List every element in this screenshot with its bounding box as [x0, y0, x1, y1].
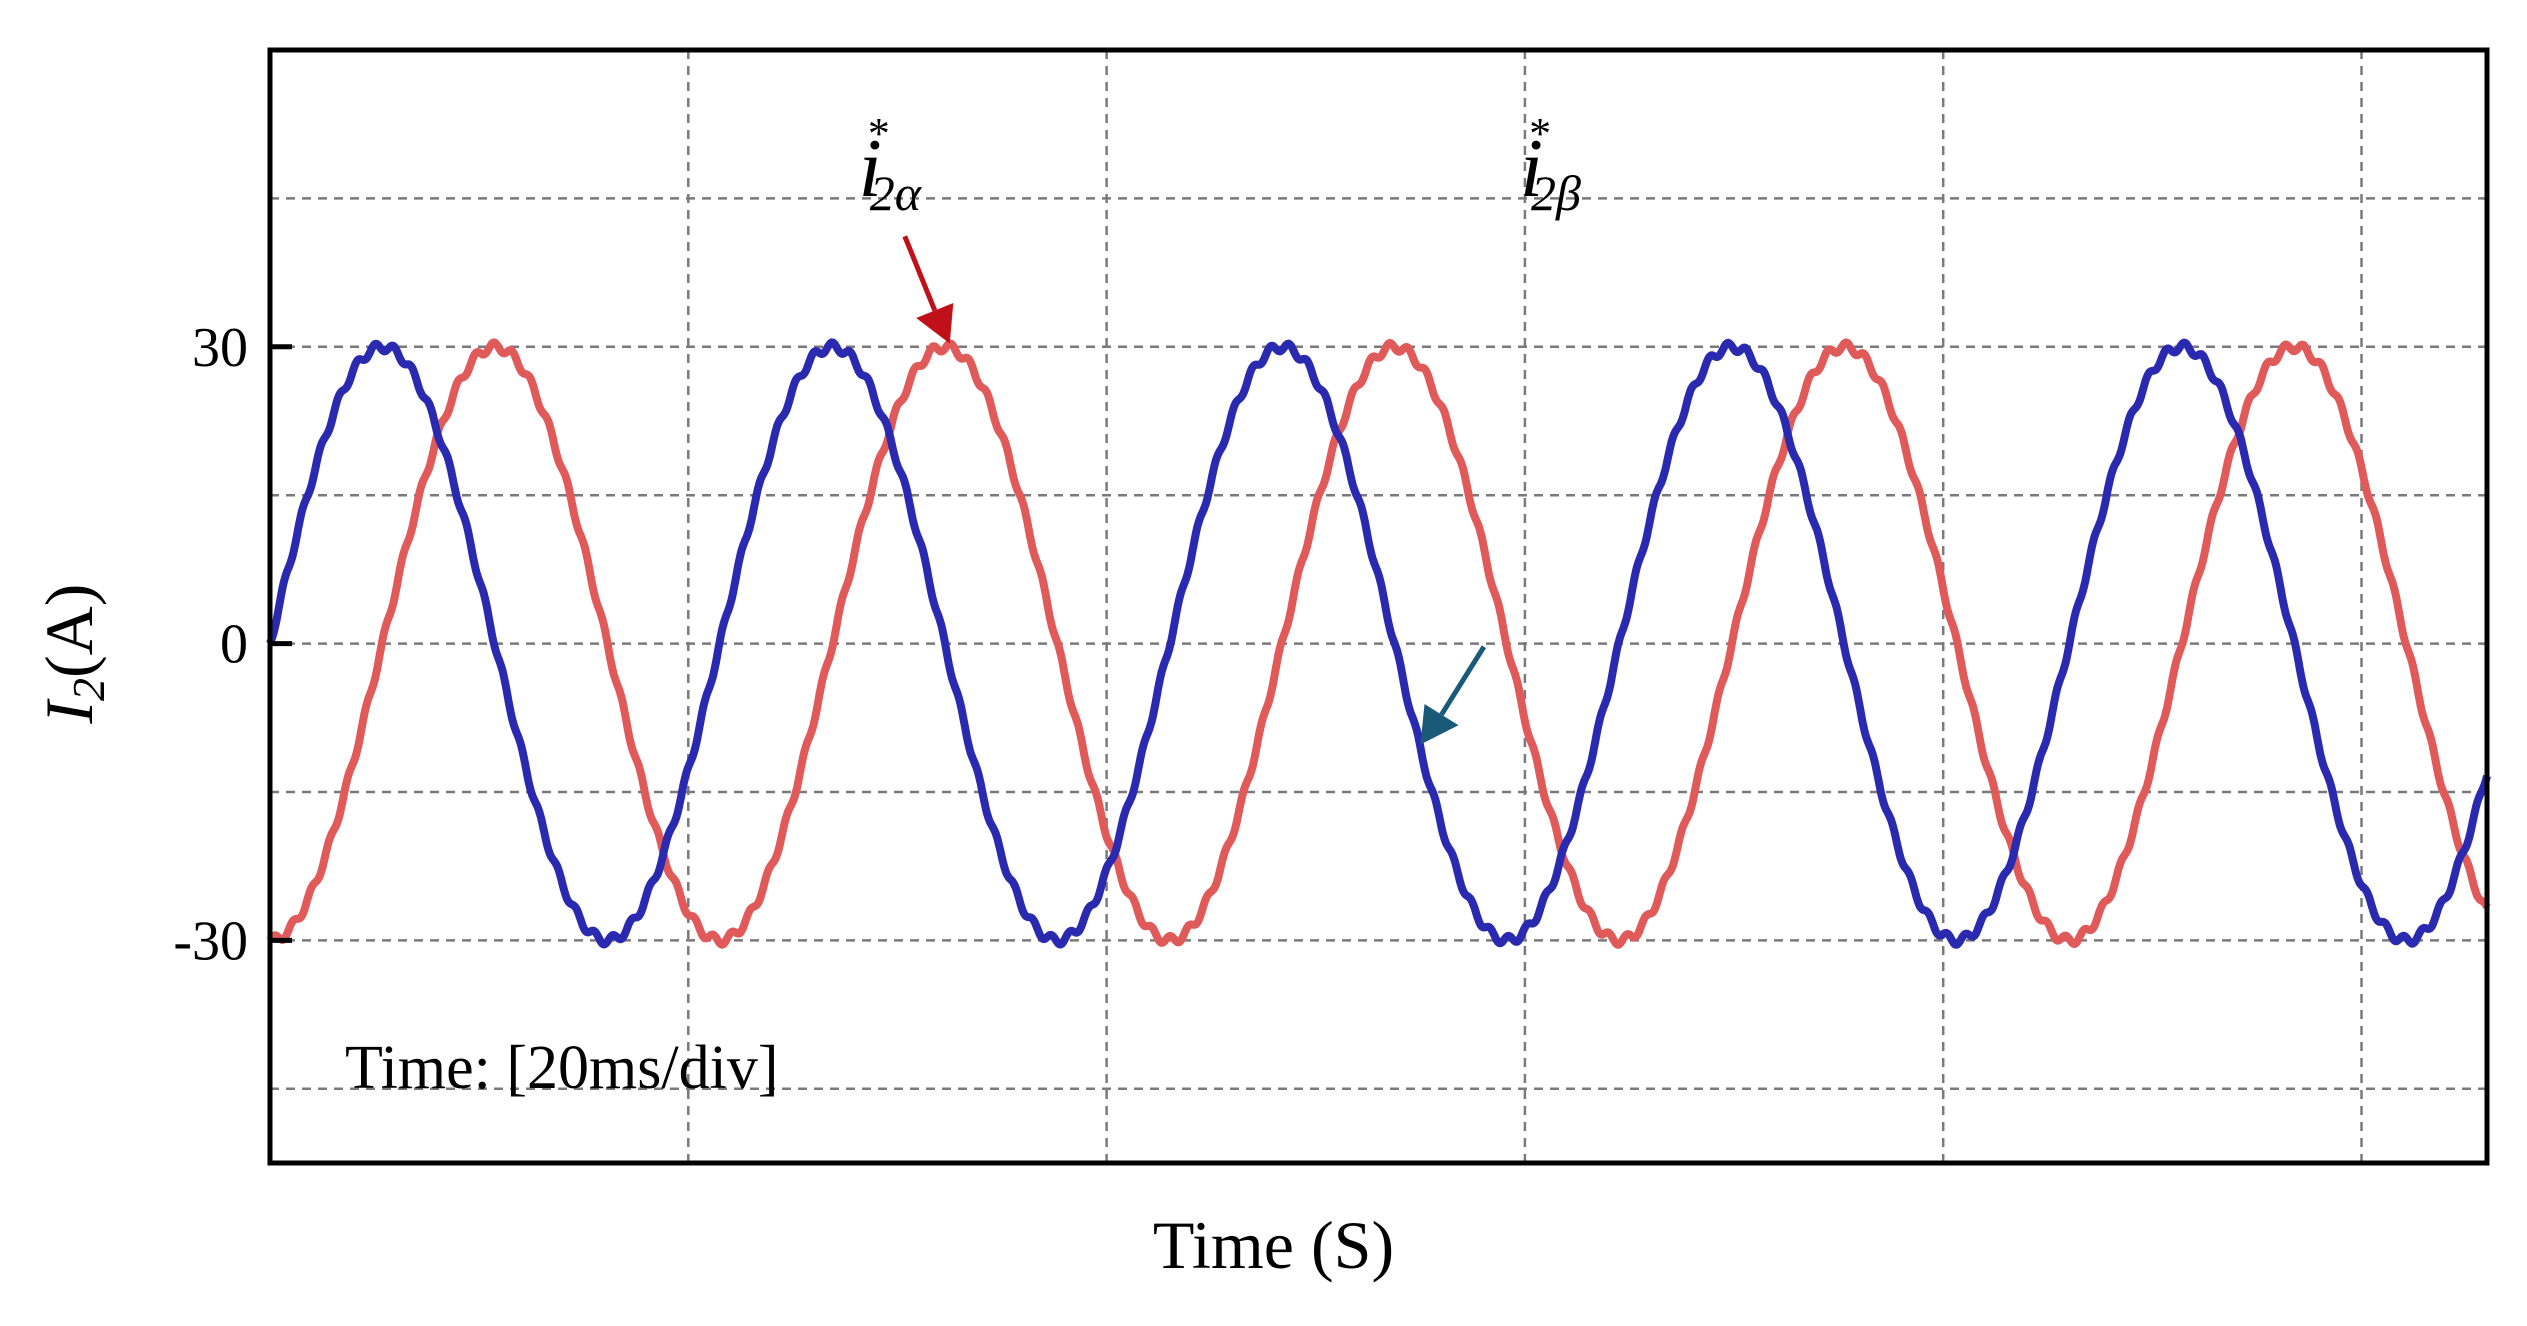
series-label-2: i* 2β — [1520, 109, 1581, 221]
y-ticks: 30 0 -30 — [173, 317, 292, 972]
series-labels: i* 2α i* 2β — [858, 109, 1581, 221]
y-axis-title-sub: 2 — [63, 678, 114, 701]
series-label-1: i* 2α — [858, 109, 922, 221]
series-arrow-shaft-1 — [902, 235, 938, 312]
x-axis-title: Time (S) — [1153, 1207, 1394, 1283]
series-arrows — [902, 235, 1487, 745]
grid — [270, 50, 2487, 1163]
series-line-1 — [266, 338, 2491, 949]
y-axis-title: I2(A) — [31, 584, 114, 725]
y-tick-label: 0 — [220, 614, 248, 676]
time-division-annotation: Time: [20ms/div] — [345, 1034, 779, 1102]
y-axis-title-main: I — [31, 698, 107, 725]
series-arrow-shaft-2 — [1439, 645, 1487, 716]
y-axis-title-unit: (A) — [31, 584, 107, 678]
y-tick-label: 30 — [192, 317, 248, 379]
plot-frame — [267, 47, 2490, 1166]
series-lines — [266, 338, 2491, 949]
series-arrow-head-1 — [916, 302, 954, 344]
series-arrow-head-2 — [1420, 703, 1459, 745]
series-line-2 — [266, 338, 2491, 949]
y-tick-label: -30 — [173, 910, 248, 972]
